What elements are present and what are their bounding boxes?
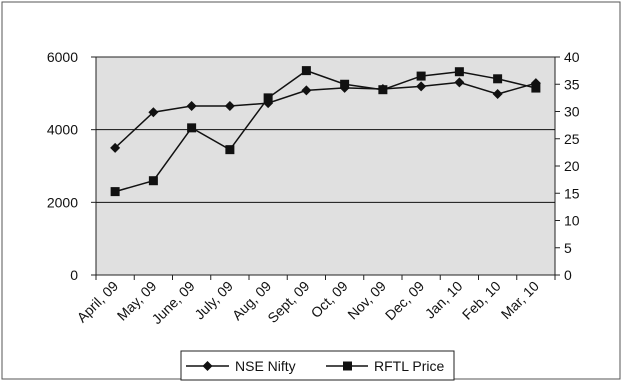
right-axis-tick-label: 0 — [564, 267, 572, 283]
data-point-rftl-price — [148, 176, 158, 186]
right-axis-tick-label: 5 — [564, 240, 572, 256]
data-point-rftl-price — [110, 187, 120, 197]
data-point-nse-nifty — [110, 142, 121, 153]
data-point-rftl-price — [225, 145, 235, 155]
data-point-rftl-price — [340, 79, 350, 89]
right-axis-tick-label: 15 — [564, 185, 580, 201]
left-axis-tick-label: 0 — [70, 267, 78, 283]
right-axis-tick-label: 25 — [564, 131, 580, 147]
legend-nifty-label: NSE Nifty — [235, 358, 296, 374]
data-point-nse-nifty — [186, 101, 197, 112]
data-point-rftl-price — [301, 66, 311, 76]
right-axis: 0 5 10 15 20 25 30 35 40 — [555, 49, 580, 283]
data-point-rftl-price — [263, 93, 273, 103]
legend-rftl-label: RFTL Price — [374, 358, 444, 374]
right-axis-tick-label: 20 — [564, 158, 580, 174]
series-lines — [110, 66, 541, 197]
data-point-nse-nifty — [301, 85, 312, 96]
data-point-rftl-price — [187, 123, 197, 133]
right-axis-tick-label: 10 — [564, 213, 580, 229]
data-point-rftl-price — [378, 85, 388, 95]
left-axis-tick-label: 4000 — [47, 122, 78, 138]
legend-nifty-marker — [202, 361, 213, 371]
right-axis-tick-label: 35 — [564, 76, 580, 92]
right-axis-tick-label: 40 — [564, 49, 580, 65]
data-point-nse-nifty — [454, 77, 465, 88]
gridlines — [96, 129, 555, 203]
right-axis-tick-label: 30 — [564, 104, 580, 120]
data-point-nse-nifty — [492, 89, 503, 100]
legend-rftl-marker — [343, 361, 352, 371]
data-point-nse-nifty — [224, 101, 235, 112]
data-point-rftl-price — [416, 71, 426, 81]
data-point-rftl-price — [493, 74, 503, 84]
data-point-rftl-price — [531, 83, 541, 93]
left-axis: 0 2000 4000 6000 — [47, 49, 96, 283]
data-point-rftl-price — [454, 67, 464, 77]
left-axis-tick-label: 2000 — [47, 194, 78, 210]
series-line-nse-nifty — [114, 81, 537, 149]
plot-area — [95, 56, 556, 276]
left-axis-tick-label: 6000 — [47, 49, 78, 65]
legend: NSE Nifty RFTL Price — [180, 350, 455, 381]
data-point-nse-nifty — [416, 81, 427, 92]
data-point-nse-nifty — [148, 107, 159, 118]
series-line-rftl-price — [114, 69, 537, 193]
